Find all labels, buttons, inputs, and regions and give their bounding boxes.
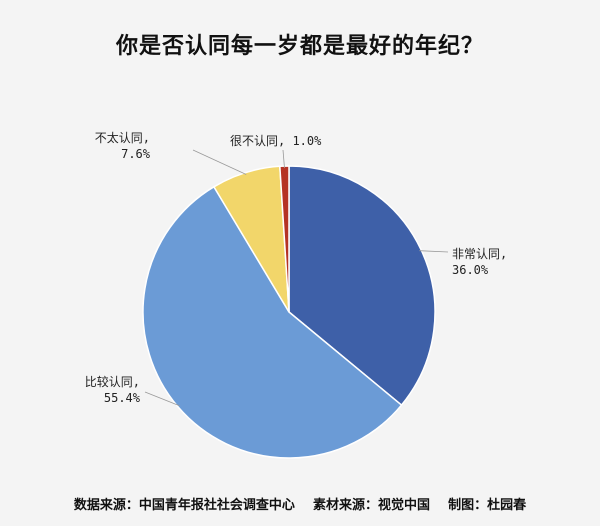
slice-label: 不太认同, 7.6% xyxy=(95,130,151,161)
source-footer: 数据来源：中国青年报社社会调查中心 素材来源：视觉中国 制图：杜园春 xyxy=(73,498,527,513)
leader-line xyxy=(144,391,180,407)
slice-label: 很不认同, 1.0% xyxy=(230,134,322,148)
pie-slice xyxy=(142,185,403,459)
chart-title: 你是否认同每一岁都是最好的年纪？ xyxy=(115,34,484,59)
leader-line xyxy=(419,250,449,253)
slice-label: 非常认同, 36.0% xyxy=(452,247,507,277)
leader-line xyxy=(282,149,285,169)
pie-slice xyxy=(288,165,436,407)
slice-label: 比较认同, 55.4% xyxy=(85,374,141,405)
leader-line xyxy=(192,149,247,175)
